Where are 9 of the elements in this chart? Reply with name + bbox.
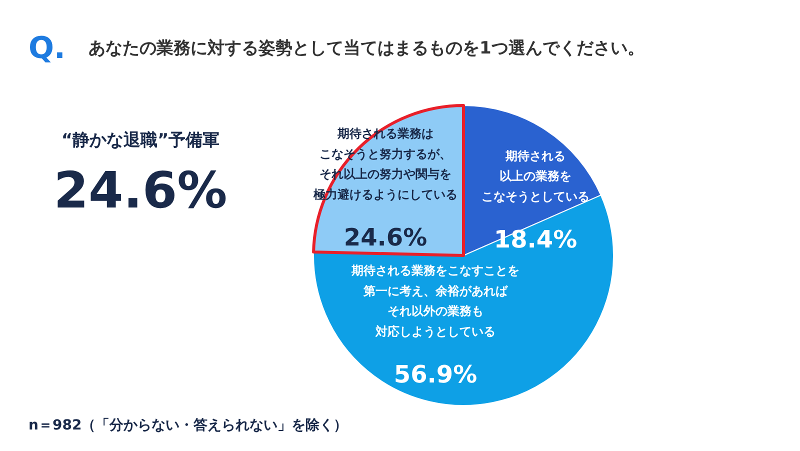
data-label: 24.6% [344, 224, 428, 252]
slice-label: 期待される以上の業務をこなそうとしている [482, 148, 590, 204]
chart-title: Q. あなたの業務に対する姿勢として当てはまるものを1つ選んでください。 [28, 31, 644, 66]
text: 24.6% [54, 162, 228, 220]
data-label: 56.9% [394, 360, 478, 388]
text: “静かな退職”予備軍 [61, 130, 220, 150]
data-label: 18.4% [494, 226, 578, 254]
slice-label: 期待される業務をこなすことを第一に考え、余裕があればそれ以外の業務も対応しようとしている [350, 264, 520, 338]
text: n＝982（「分からない・答えられない」を除く） [28, 418, 348, 434]
